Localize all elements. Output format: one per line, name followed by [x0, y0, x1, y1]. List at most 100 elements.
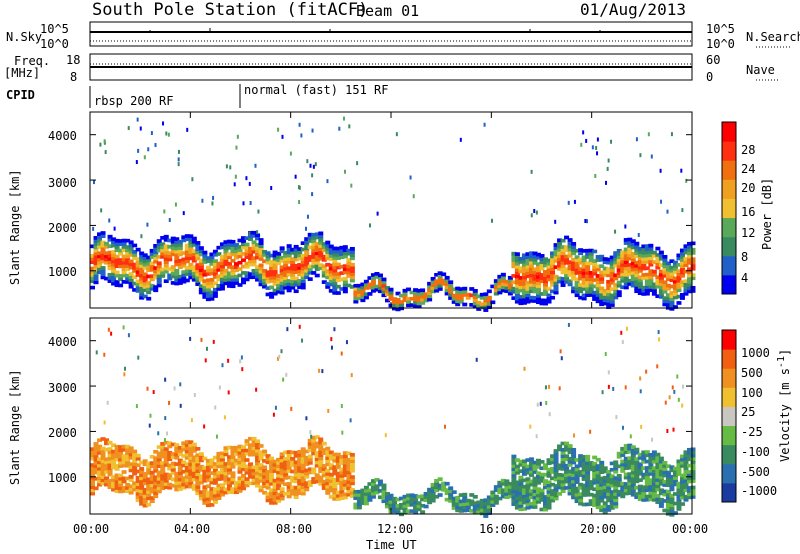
data-cell: [93, 457, 99, 462]
data-cell: [104, 438, 110, 442]
data-cell: [181, 235, 187, 240]
data-cell: [237, 447, 243, 452]
data-cell: [602, 260, 608, 265]
data-cell: [212, 294, 218, 298]
data-cell: [679, 457, 685, 462]
data-cell: [328, 466, 334, 471]
data-cell: [679, 283, 685, 288]
data-cell: [476, 510, 482, 514]
data-cell: [504, 482, 510, 487]
data-cell: [655, 246, 661, 251]
data-cell: [111, 475, 117, 479]
data-cell: [620, 259, 626, 264]
data-cell: [588, 286, 594, 291]
data-cell: [191, 464, 197, 469]
data-cell: [195, 244, 201, 248]
data-cell: [514, 258, 520, 263]
data-cell: [269, 488, 275, 493]
data-cell: [455, 508, 461, 513]
data-cell: [690, 476, 696, 480]
data-cell: [655, 500, 661, 505]
data-cell: [219, 242, 225, 247]
power-panel: [89, 111, 696, 312]
data-cell: [184, 250, 190, 254]
data-cell: [588, 293, 594, 297]
data-cell: [434, 494, 440, 499]
data-cell: [276, 289, 282, 294]
data-cell: [384, 498, 390, 503]
data-cell: [406, 297, 412, 301]
data-cell: [658, 263, 664, 267]
data-cell: [339, 245, 345, 250]
data-cell: [114, 264, 120, 268]
data-cell: [665, 283, 671, 288]
data-cell: [195, 456, 201, 461]
data-cell: [430, 482, 436, 487]
data-cell: [332, 458, 338, 463]
data-cell: [662, 483, 668, 487]
data-cell: [609, 480, 615, 485]
data-cell: [251, 249, 257, 254]
colorbar-swatch: [722, 160, 736, 180]
data-cell: [241, 277, 247, 282]
data-cell: [683, 482, 689, 486]
data-cell: [518, 469, 524, 473]
data-cell: [279, 474, 285, 479]
data-cell: [543, 485, 549, 490]
data-cell: [595, 492, 601, 497]
data-cell: [226, 265, 232, 269]
data-cell: [276, 274, 282, 278]
data-cell: [532, 273, 538, 278]
data-cell: [181, 454, 187, 458]
data-cell: [514, 299, 520, 304]
data-cell: [535, 487, 541, 492]
data-cell: [328, 488, 334, 493]
data-cell: [560, 270, 566, 275]
data-cell: [511, 467, 517, 472]
data-cell: [571, 286, 577, 291]
data-cell: [297, 250, 303, 255]
data-cell: [202, 269, 208, 274]
data-cell: [483, 292, 489, 297]
data-cell: [416, 507, 422, 512]
data-cell: [669, 306, 675, 311]
data-cell: [616, 480, 622, 485]
data-cell: [606, 476, 612, 481]
data-cell: [539, 254, 545, 258]
data-cell: [662, 489, 668, 494]
data-cell: [662, 258, 668, 262]
data-cell: [490, 496, 496, 501]
data-cell: [156, 489, 162, 494]
data-cell: [167, 251, 173, 255]
colorbar-swatch: [722, 255, 736, 276]
data-cell: [388, 290, 394, 295]
scatter-cell: [545, 400, 548, 405]
data-cell: [153, 449, 159, 454]
data-cell: [518, 260, 524, 264]
data-cell: [300, 460, 306, 464]
scatter-cell: [137, 355, 140, 360]
colorbar-swatch: [722, 482, 736, 503]
data-cell: [602, 475, 608, 480]
data-cell: [511, 454, 517, 459]
data-cell: [304, 262, 310, 267]
data-cell: [332, 477, 338, 482]
data-cell: [114, 261, 120, 265]
data-cell: [279, 490, 285, 495]
data-cell: [142, 294, 148, 299]
data-cell: [107, 279, 113, 283]
data-cell: [205, 493, 211, 498]
data-cell: [630, 473, 636, 478]
data-cell: [237, 482, 243, 487]
data-cell: [553, 249, 559, 254]
data-cell: [497, 490, 503, 495]
data-cell: [100, 240, 106, 245]
data-cell: [241, 467, 247, 472]
data-cell: [286, 488, 292, 492]
data-cell: [683, 475, 689, 480]
data-cell: [283, 263, 289, 268]
data-cell: [111, 262, 117, 267]
data-cell: [149, 496, 155, 500]
data-cell: [546, 258, 552, 263]
data-cell: [286, 456, 292, 461]
